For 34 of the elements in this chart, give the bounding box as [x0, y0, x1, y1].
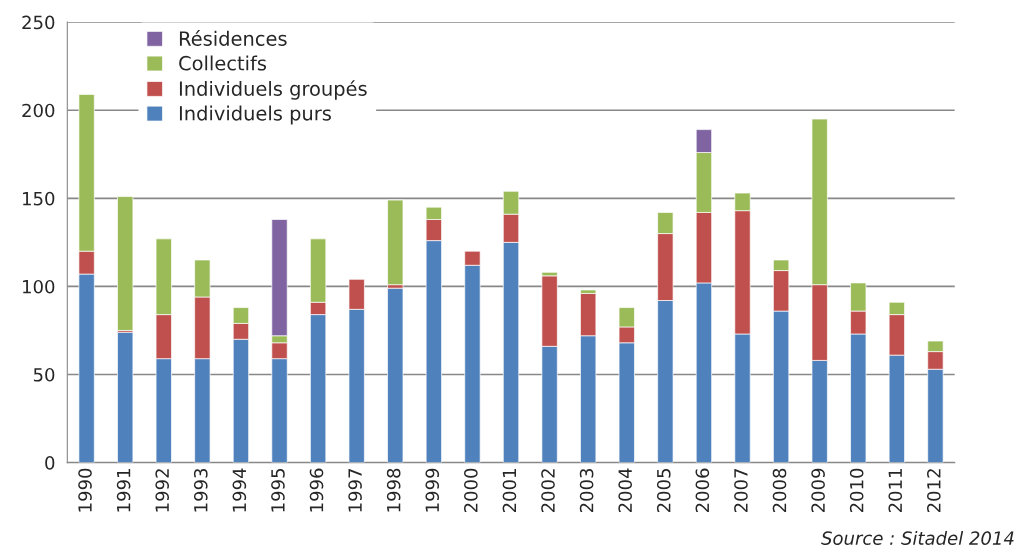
x-tick-label: 1991: [116, 469, 131, 512]
x-tick-label: 1999: [425, 468, 440, 512]
x-tick-label: 1994: [232, 468, 247, 512]
y-tick-label: 0: [45, 456, 55, 470]
x-tick-label: 1997: [348, 469, 362, 512]
x-tick-label: 2003: [579, 468, 594, 513]
x-tick-label: 2005: [656, 469, 671, 513]
y-tick-label: 200: [22, 103, 55, 118]
legend-label: Individuels purs: [179, 105, 331, 125]
y-tick-label: 100: [23, 279, 55, 294]
x-tick-label: 2002: [541, 469, 555, 513]
x-tick-label: 2012: [927, 469, 941, 513]
source-note: Source : Sitadel 2014: [821, 530, 1014, 545]
x-tick-label: 1998: [386, 468, 401, 512]
x-tick-label: 2011: [888, 469, 903, 513]
legend-label: Collectifs: [179, 55, 267, 71]
y-tick-label: 150: [23, 191, 55, 206]
x-tick-label: 2004: [618, 468, 633, 513]
y-tick-label: 50: [33, 367, 55, 382]
x-tick-label: 2000: [464, 468, 478, 513]
x-tick-label: 1990: [78, 468, 92, 512]
legend-label: Résidences: [179, 30, 287, 46]
y-tick-label: 250: [22, 15, 55, 30]
x-tick-label: 2009: [811, 468, 825, 513]
x-tick-label: 1992: [155, 469, 170, 512]
x-tick-label: 1996: [309, 468, 324, 512]
x-tick-label: 2010: [849, 468, 864, 513]
legend-label: Individuels groupés: [179, 80, 367, 100]
x-tick-label: 2001: [502, 469, 517, 513]
x-tick-label: 2008: [772, 468, 787, 513]
x-tick-label: 2006: [695, 468, 710, 513]
x-tick-label: 1995: [271, 469, 285, 512]
x-tick-label: 2007: [734, 469, 748, 513]
x-tick-label: 1993: [193, 468, 208, 512]
